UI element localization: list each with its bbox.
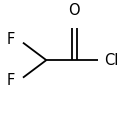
Text: F: F <box>7 74 15 88</box>
Text: O: O <box>68 3 80 19</box>
Text: F: F <box>7 32 15 47</box>
Text: Cl: Cl <box>104 53 119 68</box>
